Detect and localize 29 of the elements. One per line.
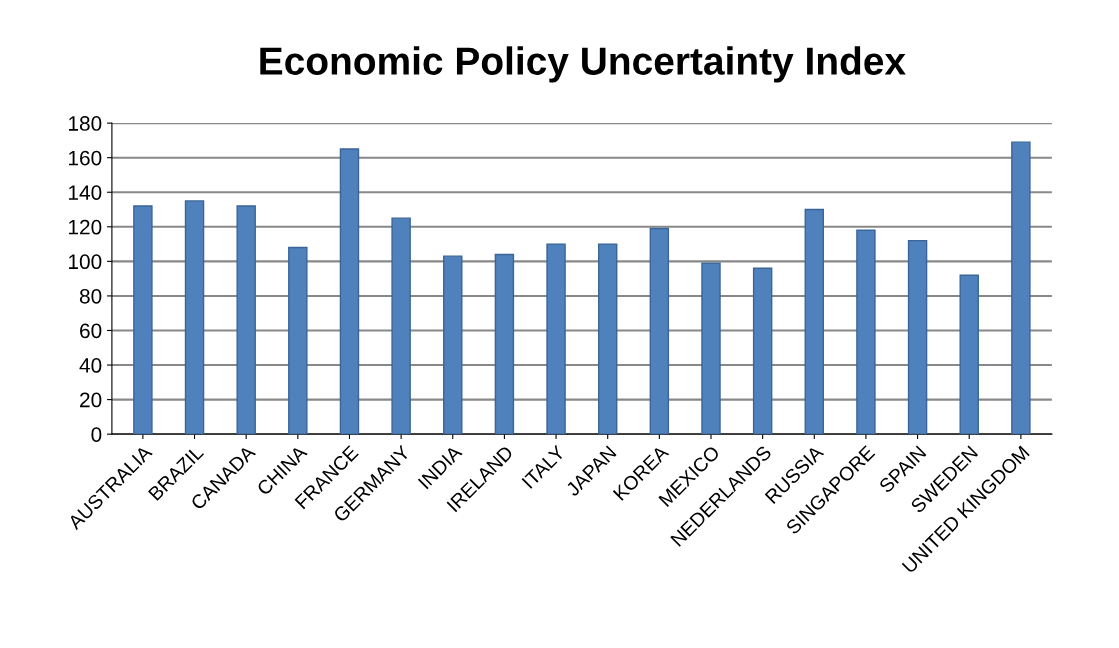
bar: [391, 217, 411, 435]
bar: [752, 267, 773, 435]
y-tick-label: 160: [69, 150, 102, 166]
bar: [236, 205, 256, 435]
bar: [907, 239, 928, 435]
y-tick-label: 140: [69, 185, 102, 200]
bar: [597, 243, 618, 435]
bar: [494, 253, 515, 435]
bar: [959, 274, 979, 435]
chart-title: Economic Policy Uncertainty Index: [260, 46, 906, 83]
y-tick-label: 180: [69, 116, 102, 131]
bar: [856, 229, 876, 435]
y-tick-label: 0: [91, 427, 102, 442]
bar: [339, 148, 360, 435]
bar: [804, 208, 825, 435]
y-tick-label: 120: [69, 219, 102, 235]
bar: [649, 227, 670, 435]
bar: [443, 255, 463, 435]
y-tick-label: 60: [80, 323, 102, 339]
bar: [184, 200, 205, 435]
y-tick-label: 100: [69, 254, 102, 270]
y-tick-label: 80: [79, 288, 102, 304]
y-tick-label: 40: [79, 358, 102, 373]
y-tick-label: 20: [80, 392, 102, 408]
bar: [701, 262, 721, 435]
bar: [133, 205, 153, 435]
bar: [288, 246, 308, 435]
bar: [546, 243, 566, 435]
bar: [1011, 141, 1031, 435]
